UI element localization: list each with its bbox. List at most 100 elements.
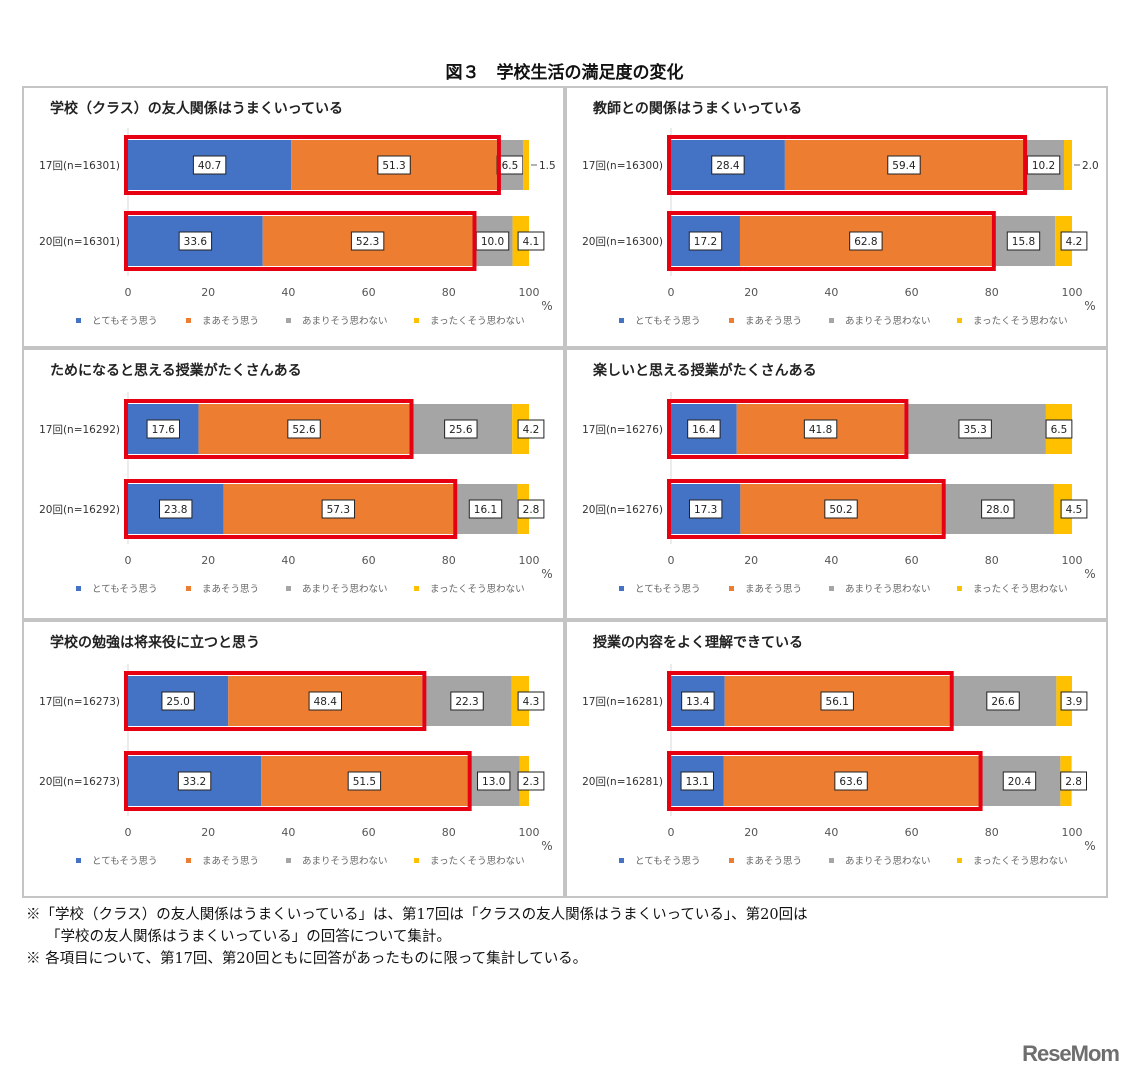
tick-label: 60	[362, 286, 376, 299]
axis-unit: %	[541, 839, 552, 853]
data-label-box	[468, 499, 503, 519]
legend-label: まあそう思う	[202, 316, 259, 327]
data-label-box	[517, 771, 545, 791]
highlight-box	[667, 211, 996, 271]
footnote-2: ※ 各項目について、第17回、第20回ともに回答があったものに限って集計している…	[26, 951, 588, 967]
data-label: 13.1	[686, 776, 709, 788]
data-label: 17.3	[694, 504, 717, 516]
data-label: 28.0	[986, 504, 1009, 516]
data-label-box	[161, 691, 195, 711]
chart-title: 教師との関係はうまくいっている	[593, 101, 803, 117]
data-label-box	[1060, 771, 1087, 791]
data-label: 17.6	[152, 424, 176, 436]
tick-label: 100	[1062, 286, 1083, 299]
chart-panel-2: 教師との関係はうまくいっている 17回(n=16300) 28.4 59.4 10.2…	[565, 86, 1108, 348]
chart-title: 学校（クラス）の友人関係はうまくいっている	[50, 101, 344, 117]
data-label: 16.4	[692, 424, 716, 436]
data-label: 33.6	[184, 236, 208, 248]
data-label-box	[981, 499, 1015, 519]
tick-label: 80	[985, 826, 999, 839]
data-label: 4.1	[523, 236, 540, 248]
chart-panel-5: 学校の勉強は将来役に立つと思う 17回(n=16273) 25.0 48.4 22.3…	[22, 620, 565, 898]
legend-swatch	[829, 858, 834, 863]
legend-swatch	[186, 318, 191, 323]
data-label-box	[688, 499, 723, 519]
data-label-box	[517, 419, 545, 439]
bar-segment	[1063, 140, 1072, 190]
data-label: 13.0	[482, 776, 505, 788]
legend-swatch	[286, 858, 291, 863]
legend-label: あまりそう思わない	[845, 856, 931, 867]
category-label: 17回(n=16276)	[582, 424, 663, 436]
tick-label: 0	[125, 826, 132, 839]
data-label-box	[347, 771, 382, 791]
tick-label: 60	[905, 286, 919, 299]
tick-label: 20	[201, 554, 215, 567]
legend-swatch	[619, 858, 624, 863]
legend-swatch	[186, 858, 191, 863]
tick-label: 40	[281, 286, 295, 299]
data-label: 13.4	[686, 696, 710, 708]
category-label: 17回(n=16281)	[582, 696, 663, 708]
tick-label: 60	[905, 826, 919, 839]
data-label: 50.2	[829, 504, 852, 516]
legend-label: まったくそう思わない	[430, 584, 525, 595]
legend-label: とてもそう思う	[92, 856, 158, 867]
legend-label: まあそう思う	[745, 856, 802, 867]
data-label-box	[958, 419, 992, 439]
data-label: 52.3	[356, 236, 379, 248]
data-label: 23.8	[164, 504, 187, 516]
category-label: 20回(n=16300)	[582, 236, 663, 248]
data-label-box	[711, 155, 745, 175]
data-label-box	[377, 155, 411, 175]
data-label: 2.8	[1065, 776, 1082, 788]
data-label-box	[159, 499, 193, 519]
tick-label: 100	[1062, 826, 1083, 839]
legend-label: まったくそう思わない	[973, 584, 1068, 595]
highlight-box	[124, 135, 501, 195]
legend-label: まったくそう思わない	[973, 316, 1068, 327]
legend-swatch	[619, 586, 624, 591]
tick-label: 80	[442, 554, 456, 567]
axis-unit: %	[1084, 839, 1095, 853]
category-label: 20回(n=16281)	[582, 776, 663, 788]
tick-label: 100	[519, 554, 540, 567]
data-label-box	[517, 231, 545, 251]
watermark-logo: ReseMom	[1022, 1041, 1120, 1066]
data-label-box	[1060, 499, 1088, 519]
data-label: 6.5	[502, 160, 519, 172]
data-label-box	[687, 419, 721, 439]
legend-label: とてもそう思う	[635, 856, 701, 867]
legend-label: あまりそう思わない	[302, 316, 388, 327]
chart-panel-4: 楽しいと思える授業がたくさんある 17回(n=16276) 16.4 41.8 35.…	[565, 348, 1108, 620]
bar-segment	[522, 140, 529, 190]
tick-label: 100	[519, 826, 540, 839]
category-label: 20回(n=16301)	[39, 236, 120, 248]
data-label-box	[1060, 231, 1088, 251]
data-label-box	[1060, 691, 1088, 711]
tick-label: 40	[824, 286, 838, 299]
legend-swatch	[729, 858, 734, 863]
tick-label: 100	[1062, 554, 1083, 567]
tick-label: 60	[362, 826, 376, 839]
data-label: 63.6	[839, 776, 863, 788]
legend-swatch	[414, 586, 419, 591]
data-label: 1.5	[539, 160, 556, 172]
tick-label: 40	[281, 554, 295, 567]
legend-label: あまりそう思わない	[302, 856, 388, 867]
legend-label: まあそう思う	[202, 584, 259, 595]
category-label: 17回(n=16292)	[39, 424, 120, 436]
data-label-box	[824, 499, 858, 519]
tick-label: 20	[744, 286, 758, 299]
tick-label: 40	[824, 826, 838, 839]
data-label-box	[1002, 771, 1037, 791]
highlight-box	[667, 479, 946, 539]
data-label: 2.8	[523, 504, 540, 516]
data-label: 56.1	[826, 696, 849, 708]
tick-label: 80	[442, 826, 456, 839]
legend-label: まったくそう思わない	[430, 316, 525, 327]
legend-label: まったくそう思わない	[973, 856, 1068, 867]
chart-svg: 17回(n=16300) 28.4 59.4 10.2 2.0 20回(n=16300) 1…	[582, 128, 1099, 327]
data-label-box	[834, 771, 868, 791]
legend-swatch	[729, 586, 734, 591]
